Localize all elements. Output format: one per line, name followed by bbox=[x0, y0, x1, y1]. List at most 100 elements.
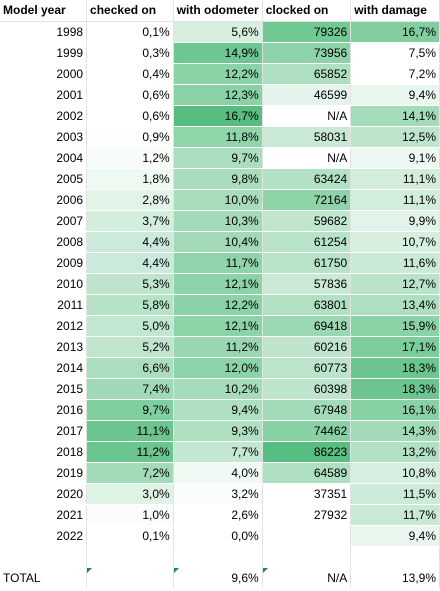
cell-clocked-on[interactable]: N/A bbox=[262, 105, 352, 127]
cell-checked-on[interactable]: 9,7% bbox=[86, 399, 174, 421]
cell-clocked-on[interactable]: 63801 bbox=[262, 294, 352, 316]
cell-model-year[interactable]: 2015 bbox=[0, 378, 88, 400]
cell-with-odometer[interactable]: 12,0% bbox=[173, 357, 263, 379]
cell-model-year[interactable]: 2020 bbox=[0, 483, 88, 505]
cell-with-damage[interactable]: 11,5% bbox=[350, 483, 440, 505]
cell-clocked-on[interactable]: 69418 bbox=[262, 315, 352, 337]
cell-model-year[interactable]: 2005 bbox=[0, 168, 88, 190]
cell-clocked-on[interactable]: 72164 bbox=[262, 189, 352, 211]
cell-checked-on[interactable]: 0,6% bbox=[86, 105, 174, 127]
cell-with-damage[interactable]: 7,5% bbox=[350, 42, 440, 64]
cell-clocked-on[interactable]: N/A bbox=[262, 147, 352, 169]
cell-with-odometer[interactable]: 9,3% bbox=[173, 420, 263, 442]
cell-checked-on[interactable]: 5,8% bbox=[86, 294, 174, 316]
cell-checked-on[interactable]: 0,1% bbox=[86, 21, 174, 43]
cell-with-odometer[interactable]: 16,7% bbox=[173, 105, 263, 127]
cell-model-year[interactable]: 2007 bbox=[0, 210, 88, 232]
cell-with-odometer[interactable]: 9,4% bbox=[173, 399, 263, 421]
total-clocked-on[interactable]: N/A bbox=[262, 567, 352, 589]
cell-with-damage[interactable]: 18,3% bbox=[350, 357, 440, 379]
cell-with-odometer[interactable]: 4,0% bbox=[173, 462, 263, 484]
cell-checked-on[interactable]: 3,0% bbox=[86, 483, 174, 505]
cell-with-damage[interactable]: 13,2% bbox=[350, 441, 440, 463]
cell-model-year[interactable]: 2017 bbox=[0, 420, 88, 442]
cell-clocked-on[interactable]: 27932 bbox=[262, 504, 352, 526]
cell-checked-on[interactable]: 11,1% bbox=[86, 420, 174, 442]
cell-model-year[interactable]: 2016 bbox=[0, 399, 88, 421]
cell-with-damage[interactable]: 10,7% bbox=[350, 231, 440, 253]
cell-checked-on[interactable]: 0,4% bbox=[86, 63, 174, 85]
cell-model-year[interactable]: 2019 bbox=[0, 462, 88, 484]
cell-checked-on[interactable]: 2,8% bbox=[86, 189, 174, 211]
cell-checked-on[interactable]: 1,0% bbox=[86, 504, 174, 526]
cell-clocked-on[interactable]: 63424 bbox=[262, 168, 352, 190]
cell-with-odometer[interactable]: 10,3% bbox=[173, 210, 263, 232]
cell-clocked-on[interactable]: 61750 bbox=[262, 252, 352, 274]
empty-cell[interactable] bbox=[350, 546, 440, 568]
cell-with-odometer[interactable]: 12,2% bbox=[173, 294, 263, 316]
cell-model-year[interactable]: 2018 bbox=[0, 441, 88, 463]
cell-clocked-on[interactable]: 79326 bbox=[262, 21, 352, 43]
cell-clocked-on[interactable]: 46599 bbox=[262, 84, 352, 106]
cell-model-year[interactable]: 2009 bbox=[0, 252, 88, 274]
cell-model-year[interactable]: 1998 bbox=[0, 21, 88, 43]
cell-with-odometer[interactable]: 9,7% bbox=[173, 147, 263, 169]
cell-checked-on[interactable]: 3,7% bbox=[86, 210, 174, 232]
cell-with-damage[interactable]: 15,9% bbox=[350, 315, 440, 337]
cell-model-year[interactable]: 2003 bbox=[0, 126, 88, 148]
cell-clocked-on[interactable]: 58031 bbox=[262, 126, 352, 148]
cell-with-odometer[interactable]: 10,4% bbox=[173, 231, 263, 253]
cell-model-year[interactable]: 2001 bbox=[0, 84, 88, 106]
cell-with-damage[interactable]: 16,1% bbox=[350, 399, 440, 421]
cell-with-odometer[interactable]: 12,1% bbox=[173, 315, 263, 337]
header-with-damage[interactable]: with damage bbox=[350, 0, 440, 22]
cell-model-year[interactable]: 2013 bbox=[0, 336, 88, 358]
cell-model-year[interactable]: 2012 bbox=[0, 315, 88, 337]
cell-with-damage[interactable]: 11,7% bbox=[350, 504, 440, 526]
cell-checked-on[interactable]: 0,1% bbox=[86, 525, 174, 547]
cell-with-odometer[interactable]: 12,1% bbox=[173, 273, 263, 295]
cell-checked-on[interactable]: 5,3% bbox=[86, 273, 174, 295]
cell-with-damage[interactable]: 14,3% bbox=[350, 420, 440, 442]
empty-cell[interactable] bbox=[86, 546, 174, 568]
header-clocked-on[interactable]: clocked on bbox=[262, 0, 352, 22]
cell-with-damage[interactable]: 9,9% bbox=[350, 210, 440, 232]
cell-checked-on[interactable]: 4,4% bbox=[86, 231, 174, 253]
cell-clocked-on[interactable]: 86223 bbox=[262, 441, 352, 463]
cell-checked-on[interactable]: 7,2% bbox=[86, 462, 174, 484]
cell-model-year[interactable]: 1999 bbox=[0, 42, 88, 64]
cell-checked-on[interactable]: 1,2% bbox=[86, 147, 174, 169]
cell-with-damage[interactable]: 9,4% bbox=[350, 525, 440, 547]
cell-model-year[interactable]: 2004 bbox=[0, 147, 88, 169]
cell-with-odometer[interactable]: 0,0% bbox=[173, 525, 263, 547]
cell-with-damage[interactable]: 9,4% bbox=[350, 84, 440, 106]
header-with-odometer[interactable]: with odometer bbox=[173, 0, 263, 22]
cell-with-odometer[interactable]: 5,6% bbox=[173, 21, 263, 43]
cell-clocked-on[interactable]: 59682 bbox=[262, 210, 352, 232]
cell-clocked-on[interactable]: 65852 bbox=[262, 63, 352, 85]
cell-clocked-on[interactable]: 74462 bbox=[262, 420, 352, 442]
cell-checked-on[interactable]: 6,6% bbox=[86, 357, 174, 379]
cell-clocked-on[interactable]: 73956 bbox=[262, 42, 352, 64]
cell-with-damage[interactable]: 11,1% bbox=[350, 168, 440, 190]
header-model-year[interactable]: Model year bbox=[0, 0, 88, 22]
cell-with-damage[interactable]: 18,3% bbox=[350, 378, 440, 400]
cell-clocked-on[interactable]: 60773 bbox=[262, 357, 352, 379]
cell-with-odometer[interactable]: 12,3% bbox=[173, 84, 263, 106]
cell-checked-on[interactable]: 0,6% bbox=[86, 84, 174, 106]
cell-model-year[interactable]: 2008 bbox=[0, 231, 88, 253]
cell-with-damage[interactable]: 12,5% bbox=[350, 126, 440, 148]
total-label[interactable]: TOTAL bbox=[0, 567, 88, 589]
cell-checked-on[interactable]: 1,8% bbox=[86, 168, 174, 190]
cell-with-odometer[interactable]: 7,7% bbox=[173, 441, 263, 463]
cell-with-damage[interactable]: 14,1% bbox=[350, 105, 440, 127]
cell-model-year[interactable]: 2006 bbox=[0, 189, 88, 211]
cell-with-damage[interactable]: 17,1% bbox=[350, 336, 440, 358]
cell-model-year[interactable]: 2000 bbox=[0, 63, 88, 85]
cell-checked-on[interactable]: 0,9% bbox=[86, 126, 174, 148]
cell-checked-on[interactable]: 5,0% bbox=[86, 315, 174, 337]
total-checked-on[interactable] bbox=[86, 567, 174, 589]
cell-clocked-on[interactable]: 37351 bbox=[262, 483, 352, 505]
cell-with-odometer[interactable]: 14,9% bbox=[173, 42, 263, 64]
cell-with-odometer[interactable]: 11,2% bbox=[173, 336, 263, 358]
